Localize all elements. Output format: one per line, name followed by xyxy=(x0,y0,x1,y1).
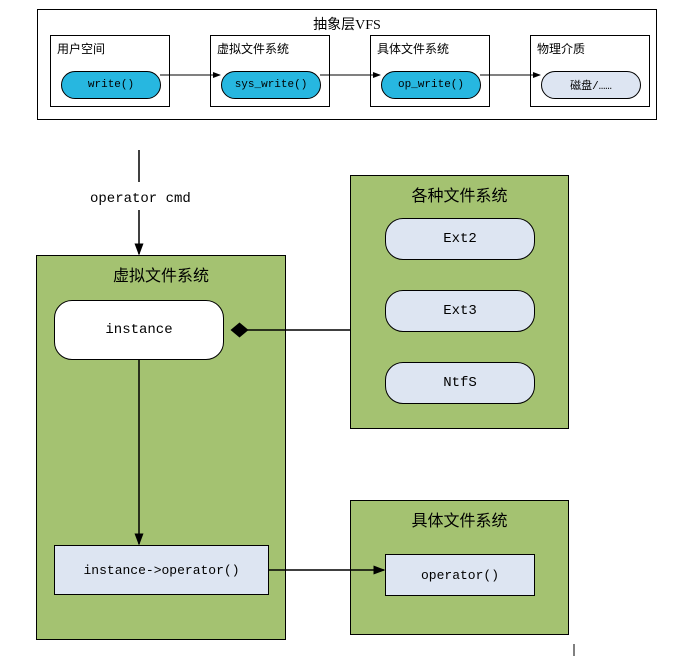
box-concrete-small-title: 具体文件系统 xyxy=(371,36,489,59)
box-userspace: 用户空间 write() xyxy=(50,35,170,107)
pill-opwrite: op_write() xyxy=(381,71,481,99)
box-vfs-small-title: 虚拟文件系统 xyxy=(211,36,329,59)
box-concrete-small: 具体文件系统 op_write() xyxy=(370,35,490,107)
box-vfs-small: 虚拟文件系统 sys_write() xyxy=(210,35,330,107)
fs-ntfs: NtfS xyxy=(385,362,535,404)
instance-node: instance xyxy=(54,300,224,360)
concrete-operator-node: operator() xyxy=(385,554,535,596)
box-userspace-title: 用户空间 xyxy=(51,36,169,59)
pill-disk: 磁盘/…… xyxy=(541,71,641,99)
pill-write: write() xyxy=(61,71,161,99)
fs-ext3: Ext3 xyxy=(385,290,535,332)
vfs-box-title: 虚拟文件系统 xyxy=(37,256,285,292)
box-physical-title: 物理介质 xyxy=(531,36,649,59)
instance-operator-node: instance->operator() xyxy=(54,545,269,595)
concrete-fs-title: 具体文件系统 xyxy=(351,501,568,537)
operator-cmd-label: operator cmd xyxy=(90,191,191,207)
fs-kinds-title: 各种文件系统 xyxy=(351,176,568,212)
box-physical: 物理介质 磁盘/…… xyxy=(530,35,650,107)
pill-syswrite: sys_write() xyxy=(221,71,321,99)
top-title: 抽象层VFS xyxy=(38,10,656,38)
fs-ext2: Ext2 xyxy=(385,218,535,260)
